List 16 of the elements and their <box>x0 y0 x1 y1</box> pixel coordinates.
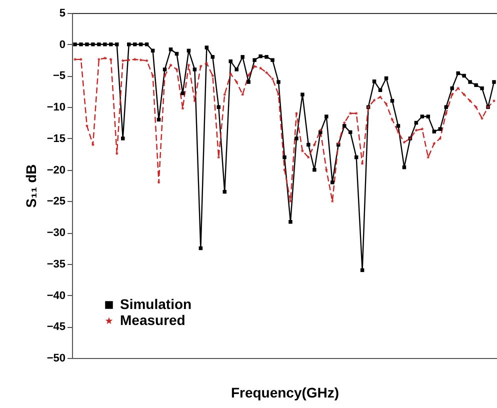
y-tick-label: −35 <box>46 258 66 270</box>
y-tick-label: −40 <box>46 290 66 302</box>
y-tick-label: −50 <box>46 352 66 364</box>
legend-label: Measured <box>120 312 186 328</box>
y-tick-label: −25 <box>46 196 66 208</box>
y-tick-label: −45 <box>46 321 66 334</box>
y-tick-label: −15 <box>46 132 66 145</box>
y-tick-label: −30 <box>46 227 66 240</box>
y-axis-title: S₁₁ dB <box>22 164 39 208</box>
y-tick-label: 5 <box>59 8 66 20</box>
y-tick-label: 0 <box>59 38 66 51</box>
y-tick-label: −5 <box>52 70 66 82</box>
y-tick-label: −10 <box>46 102 66 114</box>
legend-label: Simulation <box>120 296 192 312</box>
y-tick-label: −20 <box>46 164 66 176</box>
x-axis-title: Frequency(GHz) <box>230 384 340 400</box>
